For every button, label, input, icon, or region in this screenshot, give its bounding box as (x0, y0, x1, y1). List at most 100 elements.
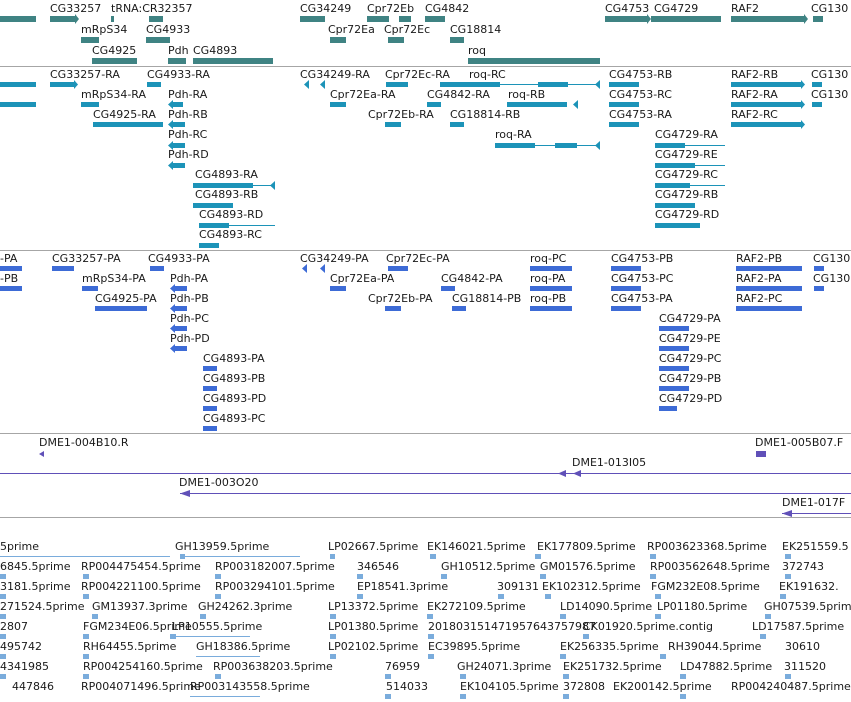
gene-label[interactable]: CG34249 (300, 2, 352, 15)
protein-glyph[interactable] (736, 306, 802, 311)
protein-label[interactable]: Pdh-PA (170, 272, 209, 285)
transcript-glyph[interactable] (655, 183, 690, 188)
gene-glyph[interactable] (300, 16, 325, 22)
clone-label[interactable]: DME1-005B07.F (755, 436, 844, 449)
transcript-label[interactable]: CG4893-RD (199, 208, 264, 221)
transcript-glyph[interactable] (801, 120, 805, 129)
gene-glyph[interactable] (193, 58, 273, 64)
gene-label[interactable]: CG4753 (605, 2, 650, 15)
transcript-label[interactable]: CG130 (811, 88, 849, 101)
protein-glyph[interactable] (0, 286, 22, 291)
est-label[interactable]: GH07539.5prime (764, 600, 851, 613)
protein-glyph[interactable] (736, 286, 802, 291)
protein-glyph[interactable] (52, 266, 74, 271)
protein-label[interactable]: Cpr72Ea-PA (330, 272, 395, 285)
clone-glyph[interactable] (39, 451, 44, 457)
protein-glyph[interactable] (0, 266, 22, 271)
protein-glyph[interactable] (452, 306, 466, 311)
gene-label[interactable]: Cpr72Ea (328, 23, 375, 36)
protein-label[interactable]: Pdh-PD (170, 332, 210, 345)
transcript-glyph[interactable] (573, 100, 578, 109)
protein-label[interactable]: CG4753-PC (611, 272, 674, 285)
transcript-label[interactable]: CG4729-RA (655, 128, 718, 141)
protein-glyph[interactable] (814, 266, 824, 271)
est-label[interactable]: LD14090.5prime (560, 600, 653, 613)
transcript-glyph[interactable] (595, 80, 600, 89)
gene-glyph[interactable] (330, 37, 346, 43)
transcript-glyph[interactable] (168, 100, 173, 109)
gene-label[interactable]: CG130 (811, 2, 849, 15)
transcript-label[interactable]: Cpr72Ec-RA (385, 68, 450, 81)
est-glyph[interactable] (170, 634, 176, 639)
gene-glyph[interactable] (168, 58, 186, 64)
transcript-label[interactable]: CG33257-RA (50, 68, 120, 81)
est-label[interactable]: GH18386.5prime (196, 640, 291, 653)
transcript-label[interactable]: CG4729-RB (655, 188, 719, 201)
transcript-label[interactable]: CG4729-RD (655, 208, 720, 221)
gene-glyph[interactable] (651, 16, 721, 22)
est-label[interactable]: RP004071496.5prime (81, 680, 201, 693)
est-label[interactable]: RP004254160.5prime (83, 660, 203, 673)
est-glyph[interactable] (430, 554, 436, 559)
transcript-glyph[interactable] (595, 141, 600, 150)
transcript-label[interactable]: Pdh-RD (168, 148, 209, 161)
protein-glyph[interactable] (736, 266, 802, 271)
est-label[interactable]: 6845.5prime (0, 560, 71, 573)
est-glyph[interactable] (655, 614, 661, 619)
gene-glyph[interactable] (111, 16, 114, 22)
est-label[interactable]: RP003294101.5prime (215, 580, 335, 593)
protein-glyph[interactable] (170, 344, 175, 353)
protein-glyph[interactable] (95, 306, 147, 311)
protein-glyph[interactable] (175, 306, 187, 311)
protein-glyph[interactable] (175, 286, 187, 291)
transcript-glyph[interactable] (655, 163, 695, 168)
gene-label[interactable]: Cpr72Ec (384, 23, 431, 36)
protein-label[interactable]: roq-PC (530, 252, 567, 265)
protein-glyph[interactable] (203, 406, 217, 411)
protein-label[interactable]: CG4753-PB (611, 252, 674, 265)
transcript-glyph[interactable] (731, 82, 801, 87)
protein-label[interactable]: CG4753-PA (611, 292, 673, 305)
protein-label[interactable]: RAF2-PA (736, 272, 782, 285)
est-label[interactable]: GH24262.3prime (198, 600, 293, 613)
transcript-label[interactable]: RAF2-RA (731, 88, 778, 101)
est-label[interactable]: 346546 (357, 560, 399, 573)
gene-label[interactable]: Pdh (168, 44, 189, 57)
est-glyph[interactable] (427, 614, 433, 619)
transcript-label[interactable]: CG4925-RA (93, 108, 156, 121)
est-label[interactable]: EC39895.5prime (428, 640, 521, 653)
est-label[interactable]: LP10555.5prime (172, 620, 263, 633)
protein-glyph[interactable] (611, 266, 641, 271)
gene-glyph[interactable] (399, 16, 411, 22)
transcript-glyph[interactable] (173, 163, 185, 168)
est-label[interactable]: 5prime (0, 540, 40, 553)
protein-label[interactable]: CG130 (813, 272, 851, 285)
protein-glyph[interactable] (659, 326, 689, 331)
transcript-glyph[interactable] (609, 102, 639, 107)
clone-label[interactable]: DME1-017F (782, 496, 846, 509)
gene-label[interactable]: tRNA:CR32357 (111, 2, 193, 15)
protein-label[interactable]: -PB (0, 272, 19, 285)
protein-label[interactable]: CG4729-PD (659, 392, 723, 405)
transcript-glyph[interactable] (199, 223, 229, 228)
transcript-glyph[interactable] (270, 181, 275, 190)
est-label[interactable]: EK191632. (779, 580, 839, 593)
transcript-label[interactable]: CG4753-RB (609, 68, 673, 81)
gene-glyph[interactable] (367, 16, 389, 22)
transcript-glyph[interactable] (812, 102, 822, 107)
est-label[interactable]: 372808 (563, 680, 605, 693)
transcript-glyph[interactable] (801, 100, 805, 109)
est-label[interactable]: EP18541.3prime (357, 580, 449, 593)
transcript-glyph[interactable] (427, 102, 441, 107)
transcript-glyph[interactable] (173, 102, 183, 107)
transcript-glyph[interactable] (81, 102, 99, 107)
gene-label[interactable]: CG4925 (92, 44, 137, 57)
transcript-glyph[interactable] (74, 80, 78, 89)
protein-label[interactable]: RAF2-PC (736, 292, 783, 305)
protein-label[interactable]: CG4893-PD (203, 392, 267, 405)
gene-glyph[interactable] (731, 16, 804, 22)
gene-label[interactable]: RAF2 (731, 2, 760, 15)
protein-label[interactable]: CG4729-PC (659, 352, 722, 365)
protein-label[interactable]: CG4893-PA (203, 352, 265, 365)
est-label[interactable]: EK200142.5prime (613, 680, 712, 693)
